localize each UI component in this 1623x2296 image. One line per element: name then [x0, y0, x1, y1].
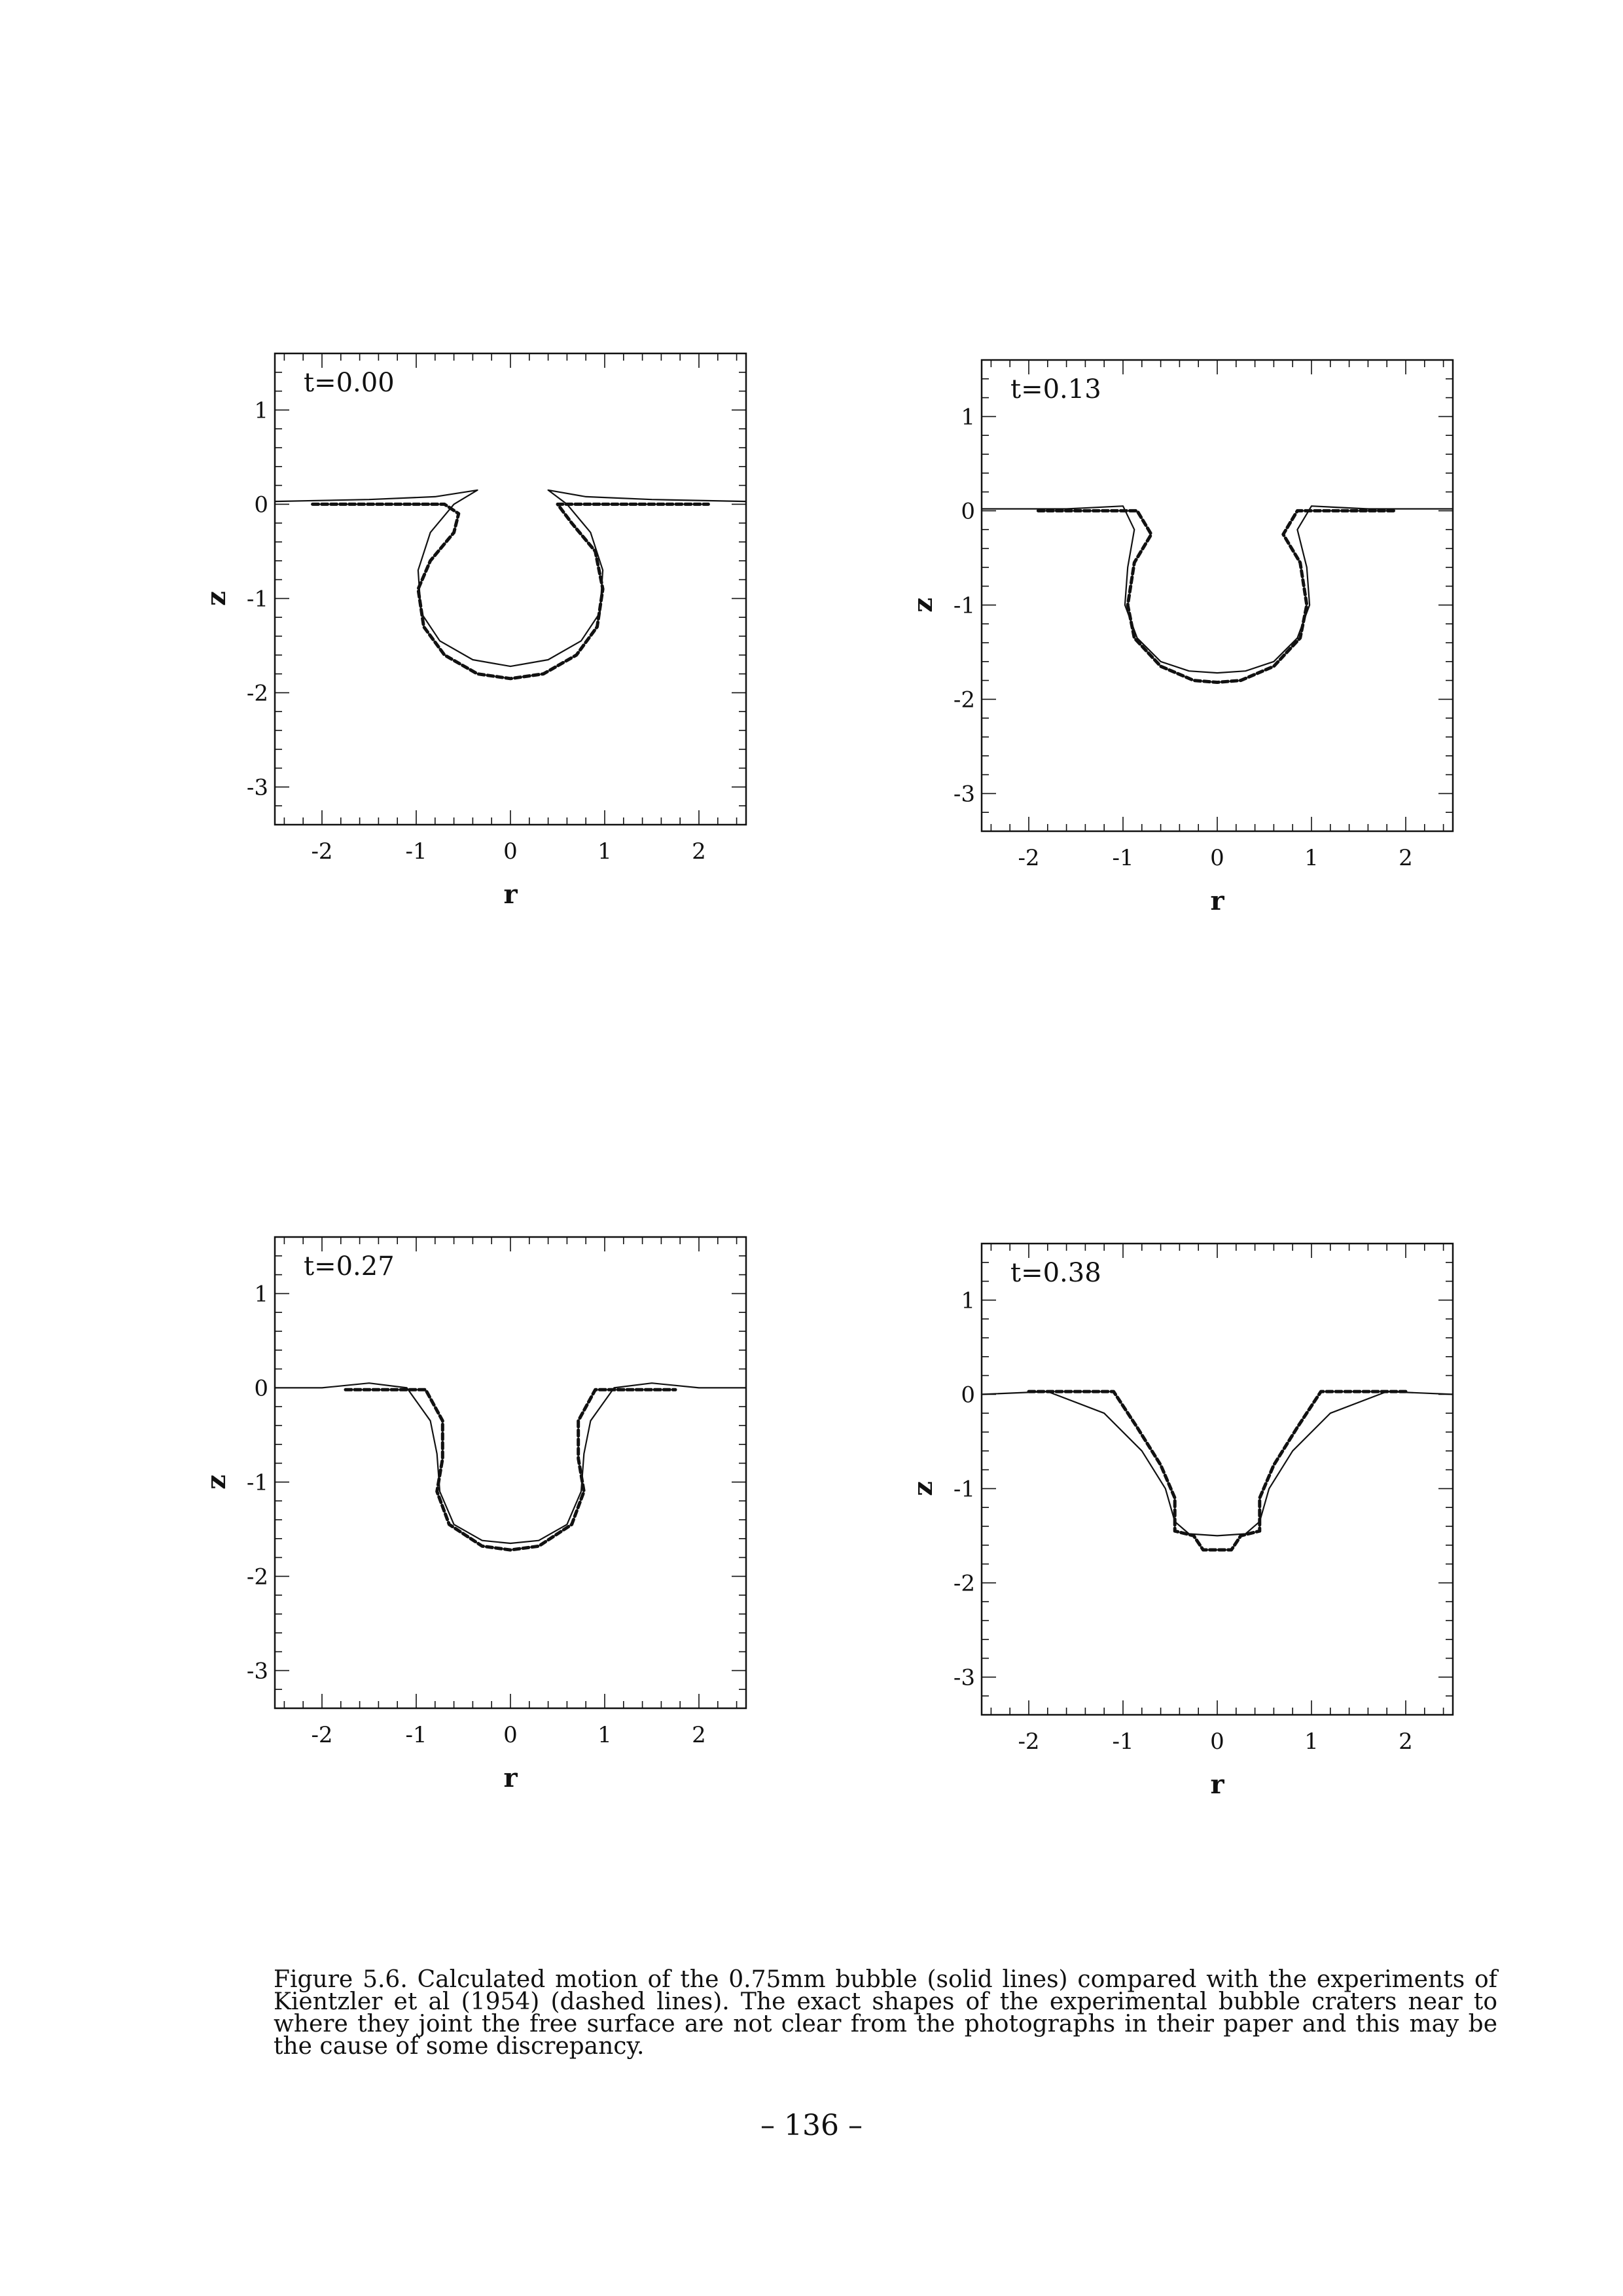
x-axis-label: r — [503, 1763, 518, 1793]
dashed-line-experiment — [344, 1388, 677, 1552]
y-tick-label: -1 — [247, 586, 268, 612]
minor-ticks — [982, 1244, 1453, 1715]
plot-frame — [274, 1236, 747, 1710]
y-tick-label: 0 — [254, 492, 268, 518]
y-tick-label: -3 — [247, 1658, 268, 1684]
x-tick-label: -1 — [405, 838, 427, 865]
solid-line-calculated — [274, 1382, 747, 1545]
x-tick-label: 0 — [1210, 845, 1224, 871]
y-axis-label: z — [908, 1481, 938, 1496]
figure-caption: Figure 5.6. Calculated motion of the 0.7… — [274, 1966, 1497, 2060]
x-tick-label: -1 — [1112, 1729, 1133, 1755]
plot-panel-t038: -2 -1 0 1 2 1 0 -1 -2 -3 r z t=0.38 — [908, 1242, 1454, 1800]
page-number: – 136 – — [760, 2109, 863, 2142]
y-tick-label: -1 — [247, 1469, 268, 1496]
time-label: t=0.13 — [1010, 374, 1101, 404]
plot-panel-t013: -2 -1 0 1 2 1 0 -1 -2 -3 r z t=0.13 — [908, 359, 1454, 916]
plot-frame — [980, 359, 1454, 833]
y-tick-label: 0 — [961, 498, 975, 524]
x-tick-label: 2 — [1399, 1729, 1413, 1755]
x-tick-label: 1 — [1304, 1729, 1319, 1755]
y-tick-label: 0 — [254, 1375, 268, 1401]
solid-line-calculated — [980, 505, 1454, 674]
plot-frame — [980, 1242, 1454, 1716]
minor-ticks — [275, 1237, 746, 1708]
x-tick-label: 1 — [597, 838, 612, 865]
dashed-line-experiment — [1027, 1390, 1408, 1552]
dashed-line-experiment — [1036, 509, 1399, 684]
x-tick-label: -2 — [1018, 1729, 1039, 1755]
y-tick-label: -2 — [247, 680, 268, 706]
y-axis-label: z — [201, 1475, 232, 1490]
x-axis-label: r — [503, 879, 518, 910]
plot-panel-t000: -2 -1 0 1 2 1 0 -1 -2 -3 r z t=0.00 — [201, 352, 747, 910]
y-tick-label: 1 — [961, 404, 975, 430]
y-tick-label: -1 — [954, 1476, 975, 1502]
y-tick-label: -2 — [954, 687, 975, 713]
y-tick-label: 0 — [961, 1382, 975, 1408]
x-tick-label: 2 — [1399, 845, 1413, 871]
x-tick-label: -1 — [405, 1722, 427, 1748]
x-tick-label: 1 — [597, 1722, 612, 1748]
y-tick-label: 1 — [254, 1281, 268, 1307]
y-tick-label: -2 — [954, 1570, 975, 1596]
y-tick-label: -1 — [954, 592, 975, 619]
x-tick-label: 2 — [692, 838, 706, 865]
x-tick-label: -1 — [1112, 845, 1133, 871]
y-axis-label: z — [908, 598, 938, 613]
y-axis-label: z — [201, 591, 232, 606]
minor-ticks — [275, 353, 746, 825]
time-label: t=0.00 — [304, 368, 395, 398]
minor-ticks — [982, 360, 1453, 831]
x-tick-label: 0 — [503, 838, 518, 865]
y-tick-label: -3 — [954, 781, 975, 807]
time-label: t=0.38 — [1010, 1258, 1101, 1288]
y-tick-label: -3 — [954, 1664, 975, 1691]
x-axis-label: r — [1210, 886, 1224, 916]
y-tick-label: -2 — [247, 1564, 268, 1590]
x-tick-label: 0 — [1210, 1729, 1224, 1755]
x-tick-label: 0 — [503, 1722, 518, 1748]
solid-line-calculated — [980, 1391, 1454, 1537]
time-label: t=0.27 — [304, 1251, 395, 1282]
x-tick-label: -2 — [311, 838, 332, 865]
y-tick-label: 1 — [961, 1287, 975, 1314]
dashed-line-experiment — [311, 502, 710, 681]
x-tick-label: -2 — [1018, 845, 1039, 871]
plot-panel-t027: -2 -1 0 1 2 1 0 -1 -2 -3 r z t=0.27 — [201, 1236, 747, 1793]
x-tick-label: 2 — [692, 1722, 706, 1748]
y-tick-label: -3 — [247, 774, 268, 800]
y-tick-label: 1 — [254, 397, 268, 423]
solid-line-calculated — [274, 489, 747, 668]
x-tick-label: -2 — [311, 1722, 332, 1748]
x-tick-label: 1 — [1304, 845, 1319, 871]
x-axis-label: r — [1210, 1769, 1224, 1800]
plot-frame — [274, 352, 747, 826]
